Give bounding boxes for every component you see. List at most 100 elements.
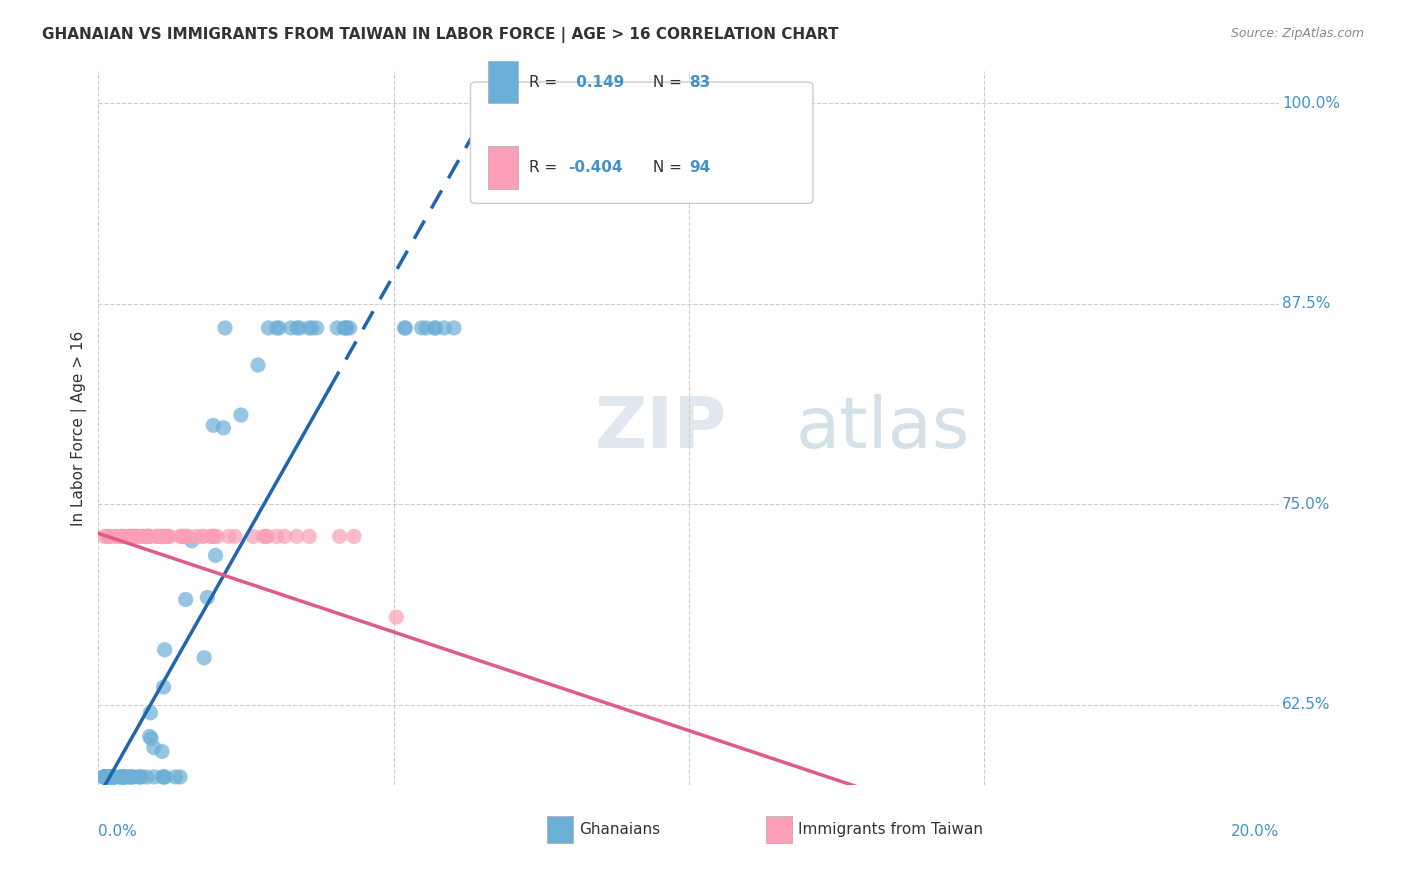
Point — [489, 786, 512, 800]
Point — [411, 321, 433, 335]
Point — [155, 770, 177, 784]
Point — [423, 321, 446, 335]
Text: 83: 83 — [689, 75, 710, 89]
Point — [515, 786, 537, 800]
Point — [121, 529, 143, 543]
Point — [100, 770, 122, 784]
Point — [858, 786, 880, 800]
Point — [170, 529, 193, 543]
Text: 75.0%: 75.0% — [1282, 497, 1330, 512]
Point — [93, 770, 115, 784]
Point — [470, 786, 492, 800]
Bar — [547, 816, 574, 844]
Point — [112, 770, 135, 784]
Point — [538, 786, 561, 800]
Text: 94: 94 — [689, 161, 710, 175]
Point — [193, 529, 215, 543]
Point — [214, 321, 236, 335]
Point — [285, 321, 308, 335]
Point — [157, 529, 180, 543]
Point — [176, 529, 198, 543]
Point — [152, 770, 174, 784]
Point — [385, 610, 408, 624]
Point — [205, 529, 228, 543]
Point — [98, 529, 121, 543]
Point — [108, 770, 131, 784]
Point — [139, 731, 162, 746]
Point — [866, 786, 889, 800]
Point — [152, 770, 174, 784]
Point — [93, 770, 115, 784]
Point — [138, 730, 160, 744]
Point — [131, 529, 153, 543]
Point — [456, 786, 478, 800]
Point — [218, 529, 240, 543]
Point — [157, 529, 180, 543]
Point — [599, 786, 621, 800]
Point — [616, 786, 638, 800]
Point — [120, 770, 142, 784]
Point — [889, 786, 911, 800]
Point — [103, 770, 125, 784]
Point — [491, 786, 513, 800]
Text: 20.0%: 20.0% — [1232, 824, 1279, 839]
Point — [98, 770, 121, 784]
Y-axis label: In Labor Force | Age > 16: In Labor Force | Age > 16 — [72, 331, 87, 525]
Point — [273, 529, 295, 543]
Point — [174, 592, 197, 607]
Point — [155, 529, 177, 543]
Point — [146, 529, 169, 543]
Point — [1087, 786, 1109, 800]
Point — [425, 321, 447, 335]
Point — [204, 549, 226, 563]
Point — [912, 786, 935, 800]
Text: 100.0%: 100.0% — [1282, 96, 1340, 111]
Point — [94, 770, 117, 784]
Point — [463, 786, 485, 800]
Point — [329, 529, 352, 543]
Point — [242, 529, 264, 543]
Point — [887, 786, 910, 800]
Point — [135, 529, 157, 543]
Point — [139, 706, 162, 720]
Text: N =: N = — [648, 161, 686, 175]
Point — [150, 744, 173, 758]
Point — [138, 529, 160, 543]
Point — [443, 321, 465, 335]
Point — [180, 533, 202, 548]
Point — [193, 650, 215, 665]
Point — [256, 529, 278, 543]
Point — [197, 591, 219, 605]
Point — [247, 358, 270, 372]
Point — [335, 321, 357, 335]
Text: atlas: atlas — [796, 393, 970, 463]
Point — [98, 529, 121, 543]
Point — [103, 770, 125, 784]
Point — [298, 321, 321, 335]
Text: -0.404: -0.404 — [568, 161, 623, 175]
Text: 0.149: 0.149 — [571, 75, 624, 89]
Point — [437, 786, 460, 800]
Point — [117, 529, 139, 543]
Point — [169, 529, 191, 543]
Point — [124, 529, 146, 543]
Point — [93, 529, 115, 543]
Point — [172, 529, 194, 543]
Point — [474, 786, 496, 800]
Point — [703, 786, 725, 800]
Point — [174, 529, 197, 543]
Point — [110, 529, 132, 543]
Point — [105, 529, 128, 543]
Point — [200, 529, 222, 543]
Text: ZIP: ZIP — [595, 393, 727, 463]
Point — [94, 770, 117, 784]
Point — [394, 321, 416, 335]
Point — [152, 680, 174, 694]
Point — [97, 770, 120, 784]
Point — [121, 529, 143, 543]
Point — [93, 770, 115, 784]
Point — [112, 770, 135, 784]
Point — [101, 770, 124, 784]
Point — [224, 529, 246, 543]
Point — [104, 529, 127, 543]
